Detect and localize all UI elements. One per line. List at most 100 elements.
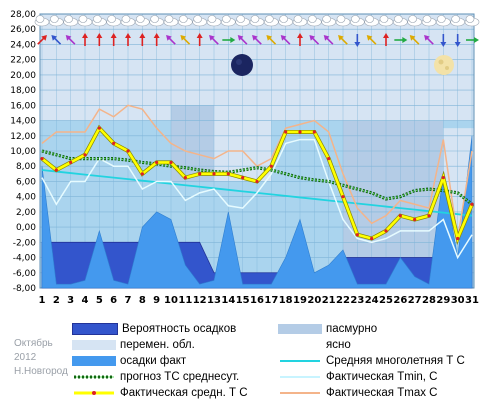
wind-arrow-icon (383, 33, 389, 46)
legend-label: Фактическая средн. Т С (120, 387, 248, 399)
y-tick-label: 20,00 (10, 71, 36, 81)
cloud-icon (421, 15, 437, 27)
arrow-head (153, 33, 160, 38)
y-tick-label: 28,00 (10, 10, 36, 20)
wind-arrow-icon (180, 35, 191, 45)
cloud-icon (92, 15, 107, 27)
wind-arrow-icon (37, 35, 47, 45)
cloud-shape (121, 15, 131, 23)
legend-item-precip-probability: Вероятность осадков (72, 322, 236, 336)
actual-mean-point (40, 157, 44, 161)
arrow-head (41, 35, 47, 41)
legend: Вероятность осадков перемен. обл. осадки… (0, 318, 486, 406)
y-tick-label: 4,00 (16, 193, 36, 203)
cloud-icon (235, 15, 250, 27)
cloud-icon (393, 15, 408, 27)
cloud-icon (221, 15, 236, 27)
arrow-head (402, 37, 408, 43)
x-tick-label: 18 (279, 295, 293, 306)
wind-arrow-icon (280, 35, 291, 45)
legend-swatch (278, 372, 322, 382)
cloud-shape (107, 15, 116, 23)
wind-arrow-icon (354, 34, 361, 47)
legend-swatch (72, 388, 116, 398)
cloud-shape (293, 15, 303, 23)
legend-item-partly-cloudy: перемен. обл. (72, 338, 195, 352)
actual-mean-point (298, 130, 302, 134)
y-tick-label: 26,00 (10, 25, 36, 35)
x-tick-label: 21 (322, 295, 336, 306)
x-tick-label: 29 (436, 295, 450, 306)
cloud-shape (50, 15, 59, 23)
cloud-icon (149, 15, 164, 27)
cloud-shape (222, 15, 231, 23)
arrow-head (454, 42, 461, 47)
arrow-head (196, 33, 203, 38)
cloud-shape (236, 15, 245, 23)
actual-mean-point (112, 141, 116, 145)
wind-arrow-icon (309, 35, 320, 45)
cloud-shape (279, 15, 288, 23)
y-tick-label: 18,00 (10, 86, 36, 96)
x-tick-label: 28 (422, 295, 436, 306)
cloud-shape (250, 15, 260, 23)
cloud-shape (265, 15, 274, 23)
wind-arrow-icon (96, 33, 103, 46)
series-tmin (41, 138, 473, 260)
cloud-icon (77, 15, 93, 27)
cloud-icon (63, 15, 78, 27)
new-moon-icon (231, 54, 253, 76)
cloud-shape (422, 15, 432, 23)
x-tick-label: 8 (139, 295, 146, 306)
cloud-shape (136, 15, 145, 23)
arrow-head (354, 42, 361, 47)
cloud-icon (120, 15, 136, 27)
y-tick-label: 16,00 (10, 101, 36, 111)
x-tick-label: 12 (193, 295, 207, 306)
cloud-icon (249, 15, 265, 27)
arrow-head (96, 33, 103, 38)
cloud-shape (93, 15, 102, 23)
weather-chart: -8,00 -6,00 -4,00 -2,00 0,00 2,00 4,00 6,00 8,00… (10, 10, 480, 306)
wind-arrow-icon (266, 35, 277, 45)
legend-swatch (278, 324, 322, 334)
x-tick-label: 31 (465, 295, 479, 306)
wind-arrow-icon (153, 33, 160, 46)
legend-label: Фактическая Tmax C (326, 387, 438, 399)
x-tick-label: 30 (451, 295, 465, 306)
arrow-head (65, 35, 72, 41)
cloud-icon (292, 15, 308, 27)
wind-arrow-icon (65, 35, 76, 45)
arrow-head (139, 33, 146, 38)
caption-year: 2012 (14, 352, 37, 363)
actual-mean-point (83, 153, 87, 157)
y-tick-label: 8,00 (16, 162, 36, 172)
legend-label: Вероятность осадков (122, 323, 237, 335)
actual-mean-point (169, 160, 173, 165)
cloud-icon (178, 15, 193, 27)
cloud-icon (135, 15, 150, 27)
wind-arrow-icon (139, 33, 146, 46)
cloud-shape (193, 15, 202, 23)
wind-arrow-icon (424, 35, 434, 45)
temperature-lines (40, 104, 474, 260)
y-tick-label: 10,00 (10, 147, 36, 157)
actual-mean-point (226, 172, 230, 176)
series-forecast-highlight (41, 150, 473, 205)
wind-arrow-icon (466, 37, 479, 43)
actual-mean-point (327, 157, 331, 161)
legend-item-climate-mean: Средняя многолетняя Т С (278, 354, 465, 368)
cloud-icon (192, 15, 207, 27)
cloud-icon (464, 15, 480, 27)
cloud-shape (408, 15, 417, 23)
actual-mean-point (269, 164, 273, 168)
legend-swatch (278, 340, 322, 350)
cloud-icon (364, 15, 379, 27)
cloud-icon (49, 15, 64, 27)
y-tick-label: 0,00 (16, 223, 36, 233)
cloud-icon (264, 15, 279, 27)
actual-mean-point (198, 172, 202, 176)
cloud-shape (336, 15, 346, 23)
arrow-head (309, 35, 316, 41)
arrow-head (338, 35, 344, 41)
